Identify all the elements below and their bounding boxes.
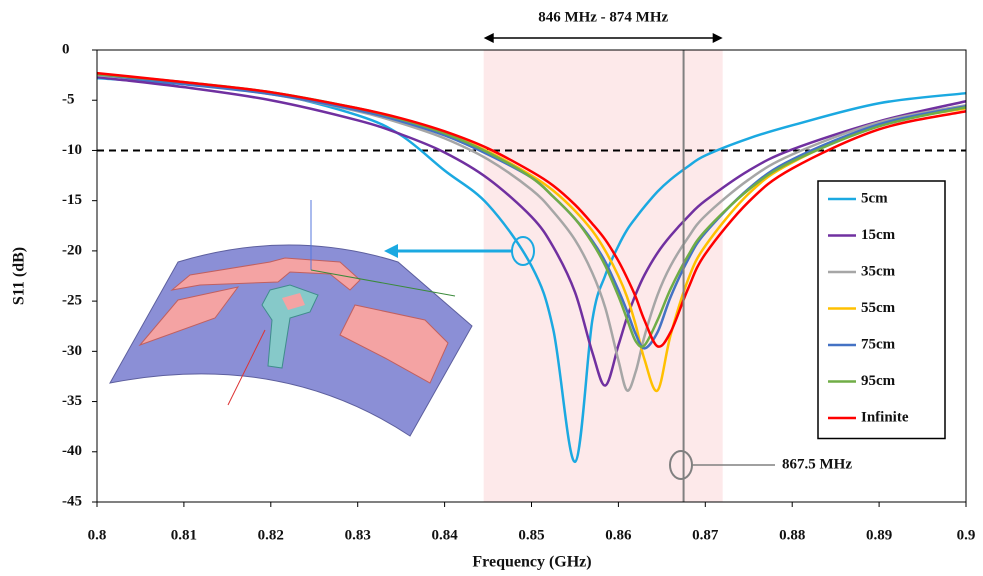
band-label: 846 MHz - 874 MHz bbox=[538, 9, 668, 25]
legend-label: 75cm bbox=[861, 336, 896, 352]
plot-layer: 5cm 15cm 35cm 55cm 75cm 95cm Infinite bbox=[96, 49, 967, 503]
x-tick-label: 0.88 bbox=[779, 527, 805, 543]
x-tick-label: 0.86 bbox=[605, 527, 632, 543]
x-tick-label: 0.89 bbox=[866, 527, 892, 543]
y-tick-label: 0 bbox=[62, 41, 70, 57]
band-arrow-head bbox=[483, 33, 494, 43]
legend-label: 95cm bbox=[861, 373, 896, 389]
x-axis-label: Frequency (GHz) bbox=[472, 554, 591, 571]
y-axis-label: S11 (dB) bbox=[11, 247, 28, 305]
x-tick-label: 0.87 bbox=[692, 527, 719, 543]
antenna-illustration bbox=[109, 200, 473, 437]
y-tick-label: -35 bbox=[62, 393, 82, 409]
y-tick-label: -25 bbox=[62, 293, 82, 309]
series-line bbox=[96, 71, 967, 348]
legend-label: 5cm bbox=[861, 190, 888, 206]
x-tick-label: 0.82 bbox=[258, 527, 284, 543]
y-tick-label: -15 bbox=[62, 192, 82, 208]
y-tick-label: -30 bbox=[62, 343, 82, 359]
x-tick-label: 0.81 bbox=[171, 527, 197, 543]
y-tick-label: -20 bbox=[62, 242, 82, 258]
band-arrow-head bbox=[712, 33, 723, 43]
series-line bbox=[96, 76, 967, 464]
x-tick-label: 0.8 bbox=[88, 527, 107, 543]
plot-frame bbox=[96, 49, 967, 503]
x-tick-label: 0.83 bbox=[345, 527, 371, 543]
series-line bbox=[96, 73, 967, 392]
pointer bbox=[384, 236, 775, 480]
y-tick-label: -10 bbox=[62, 142, 82, 158]
marker-label: 867.5 MHz bbox=[782, 456, 852, 472]
x-tick-label: 0.84 bbox=[431, 527, 458, 543]
x-tick-label: 0.85 bbox=[518, 527, 544, 543]
frequency-band bbox=[483, 50, 723, 502]
y-tick-label: -5 bbox=[62, 92, 75, 108]
y-tick-label: -40 bbox=[62, 443, 82, 459]
y-tick-label: -45 bbox=[62, 493, 82, 509]
legend-label: Infinite bbox=[861, 409, 909, 425]
legend-label: 35cm bbox=[861, 263, 896, 279]
series-line bbox=[96, 75, 967, 387]
x-tick-label: 0.9 bbox=[957, 527, 976, 543]
legend-label: 15cm bbox=[861, 227, 896, 243]
legend-label: 55cm bbox=[861, 300, 896, 316]
